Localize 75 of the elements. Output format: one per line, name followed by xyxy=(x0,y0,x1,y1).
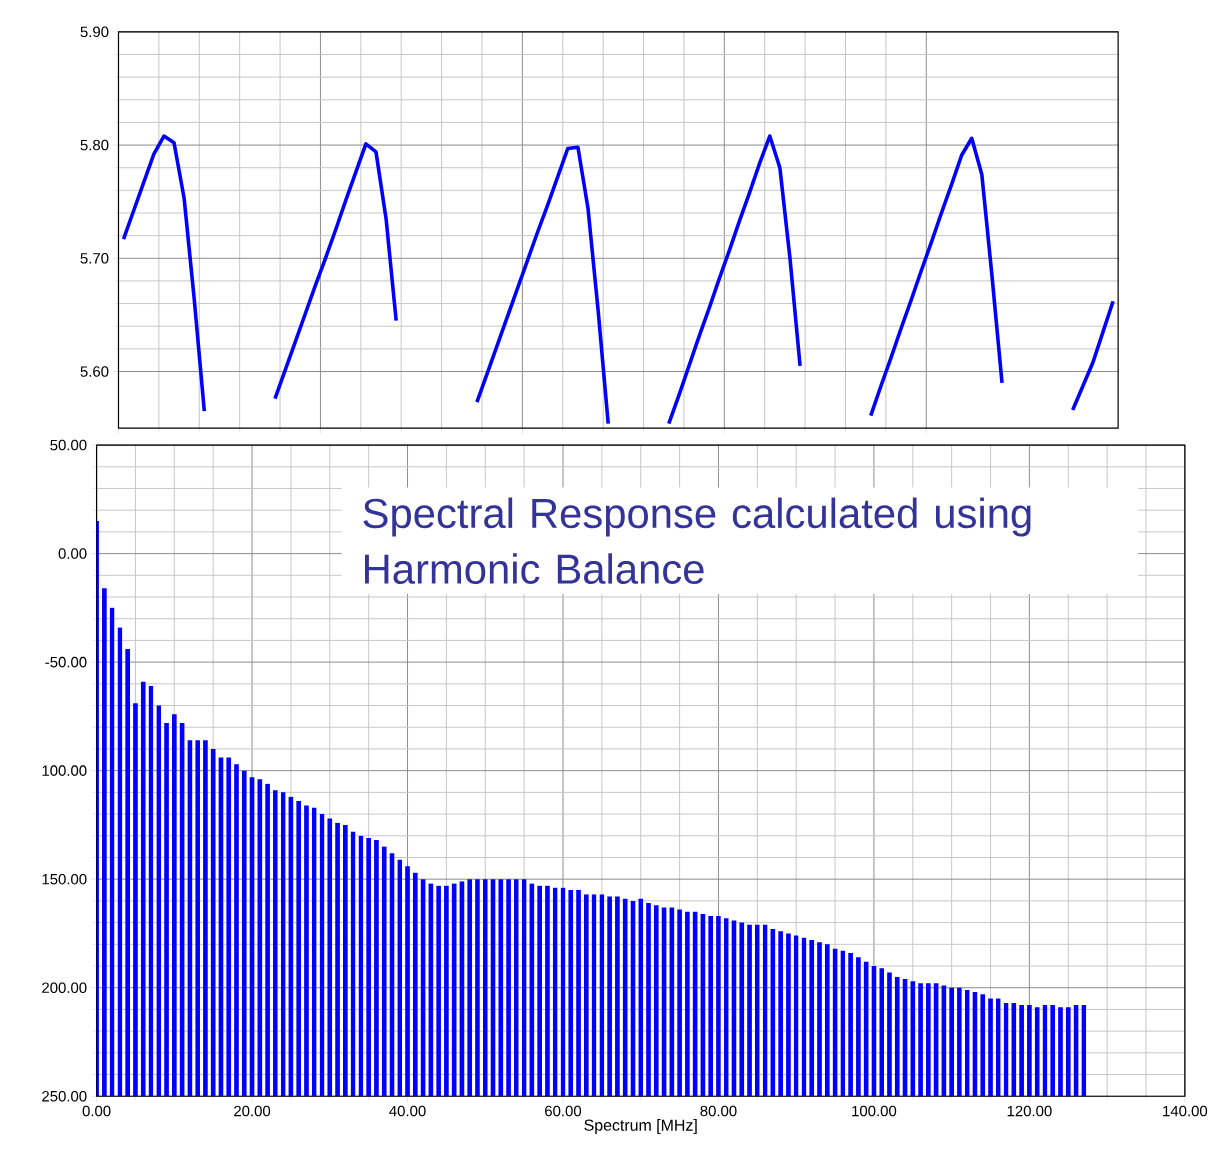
y-tick-label: 0.00 xyxy=(58,548,87,559)
y-tick-label: 50.00 xyxy=(50,439,87,451)
bar xyxy=(335,822,340,1097)
bar xyxy=(171,714,177,1097)
x-tick-label: 100.00 xyxy=(852,1105,897,1117)
bar xyxy=(343,824,348,1097)
y-tick-label: 250.00 xyxy=(42,1090,87,1102)
bar xyxy=(366,837,371,1097)
bar xyxy=(1050,1005,1056,1097)
bar xyxy=(381,846,387,1097)
bar xyxy=(1019,1005,1024,1097)
x-tick-label: 80.00 xyxy=(700,1105,737,1117)
bar xyxy=(1065,1007,1071,1097)
bar xyxy=(265,783,270,1097)
bar xyxy=(537,885,542,1097)
bar xyxy=(257,779,263,1097)
bar xyxy=(576,890,581,1097)
bar xyxy=(1058,1007,1063,1097)
bar xyxy=(374,840,379,1097)
bar xyxy=(1034,1007,1040,1097)
bar xyxy=(848,952,853,1097)
bar xyxy=(778,931,783,1097)
y-tick-label: 5.60 xyxy=(80,366,109,377)
bar xyxy=(856,957,861,1097)
bar xyxy=(739,922,745,1097)
bar xyxy=(405,866,410,1097)
bar xyxy=(786,933,791,1097)
bar xyxy=(894,976,900,1097)
bar xyxy=(164,722,169,1097)
bar xyxy=(125,649,131,1097)
bar xyxy=(607,896,612,1097)
x-axis-title: Spectrum [MHz] xyxy=(584,1119,697,1134)
bar xyxy=(653,905,659,1097)
bar xyxy=(210,748,216,1097)
bar xyxy=(498,879,504,1097)
bar xyxy=(327,818,333,1097)
x-tick-label: 40.00 xyxy=(389,1105,426,1117)
x-tick-label: 60.00 xyxy=(545,1105,582,1117)
bar xyxy=(615,896,620,1097)
bar xyxy=(140,681,146,1097)
bar xyxy=(304,805,309,1097)
bar xyxy=(102,588,107,1097)
annotation: Spectral Response calculated using Harmonic Balance xyxy=(363,497,1031,585)
bar xyxy=(583,894,589,1097)
bar xyxy=(824,944,830,1097)
x-tick-label: 20.00 xyxy=(234,1105,271,1117)
y-tick-label: -50.00 xyxy=(45,656,87,668)
bar xyxy=(133,703,138,1097)
x-tick-label: 120.00 xyxy=(1007,1105,1052,1117)
bar xyxy=(887,972,892,1097)
y-tick-label: 100.00 xyxy=(42,765,87,776)
y-tick-label: 150.00 xyxy=(42,873,87,885)
bar xyxy=(444,885,449,1097)
bar xyxy=(296,801,302,1097)
y-tick-label: 5.90 xyxy=(80,26,109,38)
bar xyxy=(988,998,993,1097)
bar xyxy=(817,942,822,1097)
x-tick-label: 140.00 xyxy=(1163,1105,1208,1117)
bar xyxy=(646,903,651,1097)
bar xyxy=(809,939,815,1097)
bar xyxy=(506,879,511,1097)
bar xyxy=(980,994,986,1097)
bar xyxy=(708,916,714,1097)
bar xyxy=(412,872,418,1097)
bar xyxy=(203,740,208,1097)
bar xyxy=(545,885,550,1097)
bar xyxy=(622,898,628,1097)
y-tick-label: 5.70 xyxy=(80,253,109,264)
bar xyxy=(467,879,473,1097)
bar xyxy=(949,987,954,1097)
bar xyxy=(747,924,752,1097)
bar xyxy=(1027,1005,1032,1097)
y-tick-label: 200.00 xyxy=(42,982,87,994)
bar xyxy=(568,890,574,1097)
y-tick-label: 5.80 xyxy=(80,139,109,151)
